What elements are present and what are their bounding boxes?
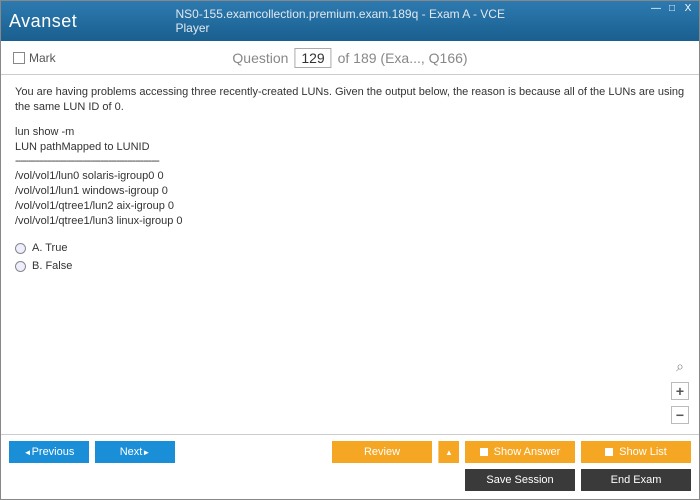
question-bar: Mark Question 129 of 189 (Exa..., Q166) [1,41,699,75]
footer-row-2: Save Session End Exam [9,469,691,491]
question-content: You are having problems accessing three … [1,75,699,434]
show-list-button[interactable]: Show List [581,441,691,463]
option-b-label: B. False [32,259,72,274]
option-b[interactable]: B. False [15,259,685,274]
maximize-button[interactable]: □ [665,3,679,14]
option-a[interactable]: A. True [15,241,685,256]
question-number[interactable]: 129 [294,48,331,68]
code-line: /vol/vol1/qtree1/lun3 linux-igroup 0 [15,214,685,229]
code-line: LUN pathMapped to LUNID [15,140,685,155]
code-line: /vol/vol1/lun0 solaris-igroup0 0 [15,169,685,184]
end-exam-button[interactable]: End Exam [581,469,691,491]
question-prompt: You are having problems accessing three … [15,85,685,115]
review-label: Review [364,446,400,458]
close-button[interactable]: X [681,3,695,14]
mark-checkbox-wrap[interactable]: Mark [13,51,56,65]
minimize-button[interactable]: — [649,3,663,14]
answer-options: A. True B. False [15,241,685,275]
app-window: Avanset NS0-155.examcollection.premium.e… [0,0,700,500]
previous-button[interactable]: Previous [9,441,89,463]
zoom-controls: ⌕ + − [671,357,689,424]
review-dropdown-button[interactable]: ▲ [438,441,459,463]
code-line: /vol/vol1/lun1 windows-igroup 0 [15,184,685,199]
window-title: NS0-155.examcollection.premium.exam.189q… [176,7,525,35]
show-list-label: Show List [619,446,667,458]
show-answer-button[interactable]: Show Answer [465,441,575,463]
mark-checkbox[interactable] [13,52,25,64]
stop-icon [605,448,613,456]
code-line: /vol/vol1/qtree1/lun2 aix-igroup 0 [15,199,685,214]
option-a-label: A. True [32,241,67,256]
stop-icon [480,448,488,456]
question-prefix: Question [232,50,288,66]
zoom-out-button[interactable]: − [671,406,689,424]
titlebar: Avanset NS0-155.examcollection.premium.e… [1,1,699,41]
logo: Avanset [9,11,77,32]
radio-icon[interactable] [15,243,26,254]
save-session-button[interactable]: Save Session [465,469,575,491]
code-divider: ----------------------------------------… [15,154,685,169]
show-answer-label: Show Answer [494,446,561,458]
code-line: lun show -m [15,125,685,140]
footer: Previous Next Review ▲ Show Answer Show … [1,434,699,499]
next-button[interactable]: Next [95,441,175,463]
review-button[interactable]: Review [332,441,432,463]
radio-icon[interactable] [15,261,26,272]
code-block: lun show -m LUN pathMapped to LUNID ----… [15,125,685,229]
mark-label: Mark [29,51,56,65]
zoom-in-button[interactable]: + [671,382,689,400]
magnify-icon[interactable]: ⌕ [676,357,684,376]
question-suffix: of 189 (Exa..., Q166) [338,50,468,66]
question-indicator: Question 129 of 189 (Exa..., Q166) [232,48,467,68]
footer-row-1: Previous Next Review ▲ Show Answer Show … [9,441,691,463]
window-controls: — □ X [649,3,695,14]
